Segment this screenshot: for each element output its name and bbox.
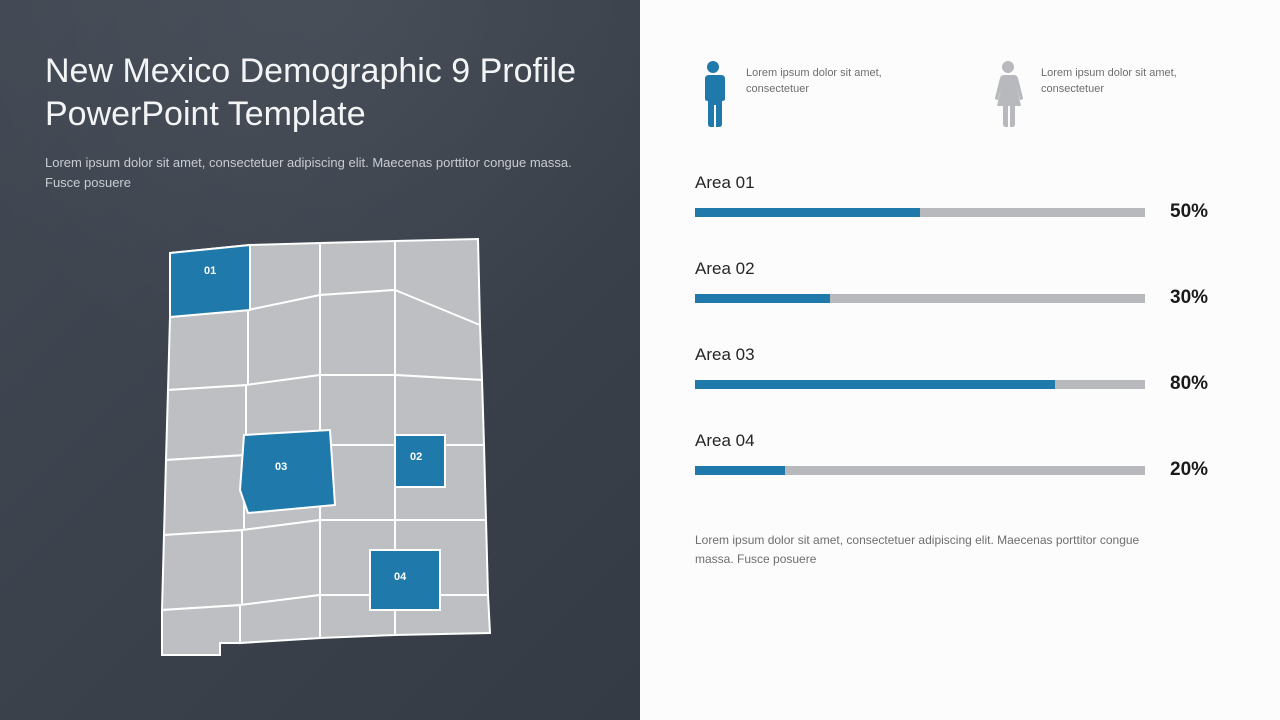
bar-fill (695, 466, 785, 475)
bar-area-03: Area 03 80% (695, 345, 1225, 395)
map-label-01: 01 (204, 265, 216, 277)
bar-percent: 50% (1170, 201, 1225, 223)
slide-title: New Mexico Demographic 9 Profile PowerPo… (45, 50, 600, 135)
female-icon (990, 60, 1026, 128)
bar-chart: Area 01 50% Area 02 30% Area 03 80% (695, 173, 1225, 481)
footnote: Lorem ipsum dolor sit amet, consectetuer… (695, 531, 1175, 568)
state-map: 01 02 03 04 (160, 235, 520, 665)
slide-subtitle: Lorem ipsum dolor sit amet, consectetuer… (45, 153, 575, 193)
male-icon (695, 60, 731, 128)
bar-fill (695, 380, 1055, 389)
bar-track (695, 466, 1145, 475)
right-panel: Lorem ipsum dolor sit amet, consectetuer… (640, 0, 1280, 720)
bar-track (695, 380, 1145, 389)
bar-label: Area 04 (695, 431, 1225, 451)
bar-area-04: Area 04 20% (695, 431, 1225, 481)
demographic-male: Lorem ipsum dolor sit amet, consectetuer (695, 60, 930, 128)
demographic-female: Lorem ipsum dolor sit amet, consectetuer (990, 60, 1225, 128)
map-label-03: 03 (275, 461, 287, 473)
bar-label: Area 01 (695, 173, 1225, 193)
map-label-02: 02 (410, 451, 422, 463)
bar-percent: 30% (1170, 287, 1225, 309)
slide: New Mexico Demographic 9 Profile PowerPo… (0, 0, 1280, 720)
left-panel: New Mexico Demographic 9 Profile PowerPo… (0, 0, 640, 720)
map-label-04: 04 (394, 571, 406, 583)
bar-percent: 20% (1170, 459, 1225, 481)
bar-fill (695, 208, 920, 217)
bar-area-01: Area 01 50% (695, 173, 1225, 223)
bar-fill (695, 294, 830, 303)
bar-percent: 80% (1170, 373, 1225, 395)
demographic-female-text: Lorem ipsum dolor sit amet, consectetuer (1041, 60, 1225, 98)
bar-area-02: Area 02 30% (695, 259, 1225, 309)
bar-label: Area 02 (695, 259, 1225, 279)
demographic-male-text: Lorem ipsum dolor sit amet, consectetuer (746, 60, 930, 98)
bar-track (695, 294, 1145, 303)
bar-track (695, 208, 1145, 217)
bar-label: Area 03 (695, 345, 1225, 365)
demographic-icons-row: Lorem ipsum dolor sit amet, consectetuer… (695, 60, 1225, 128)
